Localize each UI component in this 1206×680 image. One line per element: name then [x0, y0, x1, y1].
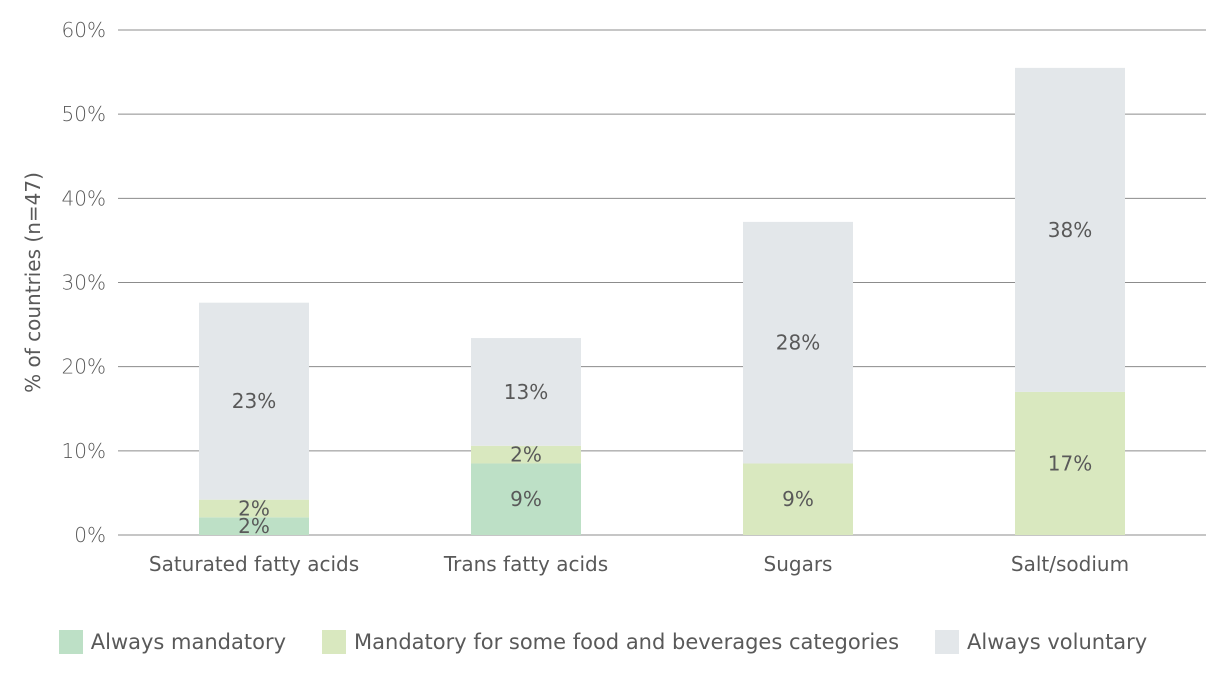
stacked-bar-chart: 0% 10% 20% 30% 40% 50% 60% % of countries (n=47…: [21, 18, 1206, 576]
bar-segment: [471, 463, 581, 535]
y-tick-label: 60%: [62, 18, 106, 42]
bar-segment: [471, 445, 581, 464]
x-category-label: Trans fatty acids: [443, 552, 608, 576]
y-tick-label: 10%: [62, 439, 106, 463]
x-category-label: Sugars: [764, 552, 833, 576]
legend-item: Mandatory for some food and beverages ca…: [322, 630, 899, 654]
data-label: 2%: [510, 443, 542, 467]
legend-label: Always voluntary: [967, 630, 1148, 654]
legend: Always mandatory Mandatory for some food …: [0, 622, 1206, 662]
legend-swatch: [322, 630, 347, 654]
legend-swatch: [935, 630, 960, 654]
x-category-label: Saturated fatty acids: [149, 552, 359, 576]
legend-label: Always mandatory: [90, 630, 287, 654]
y-tick-label: 30%: [62, 271, 106, 295]
y-tick-label: 50%: [62, 102, 106, 126]
data-label: 9%: [782, 487, 814, 511]
legend-label: Mandatory for some food and beverages ca…: [354, 630, 900, 654]
bar-segment: [199, 302, 309, 500]
bar-segment: [199, 499, 309, 518]
data-label: 2%: [238, 514, 270, 538]
data-label: 9%: [510, 487, 542, 511]
y-axis-title: % of countries (n=47): [21, 172, 45, 393]
data-label: 23%: [232, 389, 276, 413]
y-tick-label: 20%: [62, 355, 106, 379]
bar-segment: [471, 338, 581, 446]
bar-segment: [743, 463, 853, 535]
data-label: 28%: [776, 331, 820, 355]
bar-segment: [1015, 391, 1125, 535]
bar-segment: [743, 221, 853, 464]
y-tick-label: 40%: [62, 186, 106, 210]
legend-swatch: [58, 630, 83, 654]
legend-item: Always voluntary: [935, 630, 1147, 654]
y-tick-label: 0%: [74, 523, 106, 547]
bar-segment: [199, 517, 309, 535]
data-label: 13%: [504, 380, 548, 404]
bar-segment: [1015, 67, 1125, 392]
data-label: 17%: [1048, 451, 1092, 475]
data-label: 2%: [238, 496, 270, 520]
x-category-label: Salt/sodium: [1011, 552, 1129, 576]
data-label: 38%: [1048, 218, 1092, 242]
legend-item: Always mandatory: [58, 630, 287, 654]
